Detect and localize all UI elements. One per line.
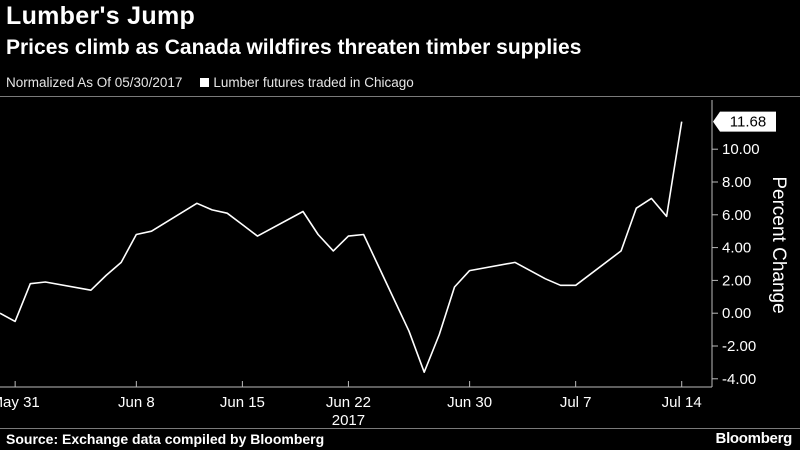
- data-point: [44, 281, 47, 284]
- x-tick-label: Jun 30: [447, 394, 492, 411]
- x-tick-label: Jul 14: [662, 394, 702, 411]
- data-point: [256, 235, 259, 238]
- legend-label: Lumber futures traded in Chicago: [213, 75, 414, 90]
- data-point: [650, 197, 653, 200]
- last-value-label: 11.68: [730, 114, 766, 131]
- data-point: [332, 249, 335, 252]
- data-point: [135, 233, 138, 236]
- y-tick-label: -4.00: [722, 371, 756, 388]
- data-point: [317, 233, 320, 236]
- chart-meta-row: Normalized As Of 05/30/2017 Lumber futur…: [6, 75, 414, 90]
- data-point: [105, 274, 108, 277]
- brand-logo: Bloomberg: [715, 430, 793, 447]
- chart-title: Lumber's Jump: [6, 2, 196, 30]
- footer-divider: [0, 428, 800, 429]
- y-tick-label: 8.00: [722, 174, 751, 191]
- y-tick-label: 10.00: [722, 141, 760, 158]
- data-point: [301, 210, 304, 213]
- data-point: [544, 277, 547, 280]
- x-tick-label: Jun 8: [118, 394, 155, 411]
- data-point: [620, 249, 623, 252]
- data-point: [211, 208, 214, 211]
- data-point: [468, 269, 471, 272]
- data-point: [120, 261, 123, 264]
- data-point: [680, 120, 683, 123]
- data-point: [195, 202, 198, 205]
- data-point: [559, 284, 562, 287]
- data-point: [574, 284, 577, 287]
- header-divider: [0, 96, 800, 97]
- x-tick-label: Jul 7: [560, 394, 592, 411]
- data-point: [514, 261, 517, 264]
- y-tick-label: 6.00: [722, 207, 751, 224]
- x-year-label: 2017: [332, 412, 365, 429]
- data-point: [226, 212, 229, 215]
- data-point: [89, 289, 92, 292]
- normalized-note: Normalized As Of 05/30/2017: [6, 75, 183, 90]
- legend-entry: Lumber futures traded in Chicago: [200, 75, 414, 90]
- data-point: [635, 207, 638, 210]
- legend-swatch-icon: [200, 78, 210, 87]
- data-point: [408, 330, 411, 333]
- data-point: [150, 230, 153, 233]
- source-note: Source: Exchange data compiled by Bloomb…: [6, 431, 325, 447]
- data-point: [438, 333, 441, 336]
- data-point: [665, 215, 668, 218]
- last-value-callout: [713, 111, 776, 132]
- chart-subtitle: Prices climb as Canada wildfires threate…: [6, 36, 582, 59]
- x-tick-label: Jun 15: [220, 394, 265, 411]
- data-point: [453, 285, 456, 288]
- y-axis-label: Percent Change: [768, 176, 789, 314]
- x-tick-label: Jun 22: [326, 394, 371, 411]
- y-tick-label: 2.00: [722, 272, 751, 289]
- data-point: [423, 371, 426, 374]
- series-line: [0, 121, 683, 374]
- data-point: [29, 282, 32, 285]
- y-tick-label: 4.00: [722, 240, 751, 257]
- data-point: [362, 233, 365, 236]
- x-tick-label: May 31: [0, 394, 40, 411]
- data-point: [241, 223, 244, 226]
- y-tick-label: -2.00: [722, 338, 756, 355]
- data-point: [14, 320, 17, 323]
- data-point: [347, 235, 350, 238]
- y-tick-label: 0.00: [722, 305, 751, 322]
